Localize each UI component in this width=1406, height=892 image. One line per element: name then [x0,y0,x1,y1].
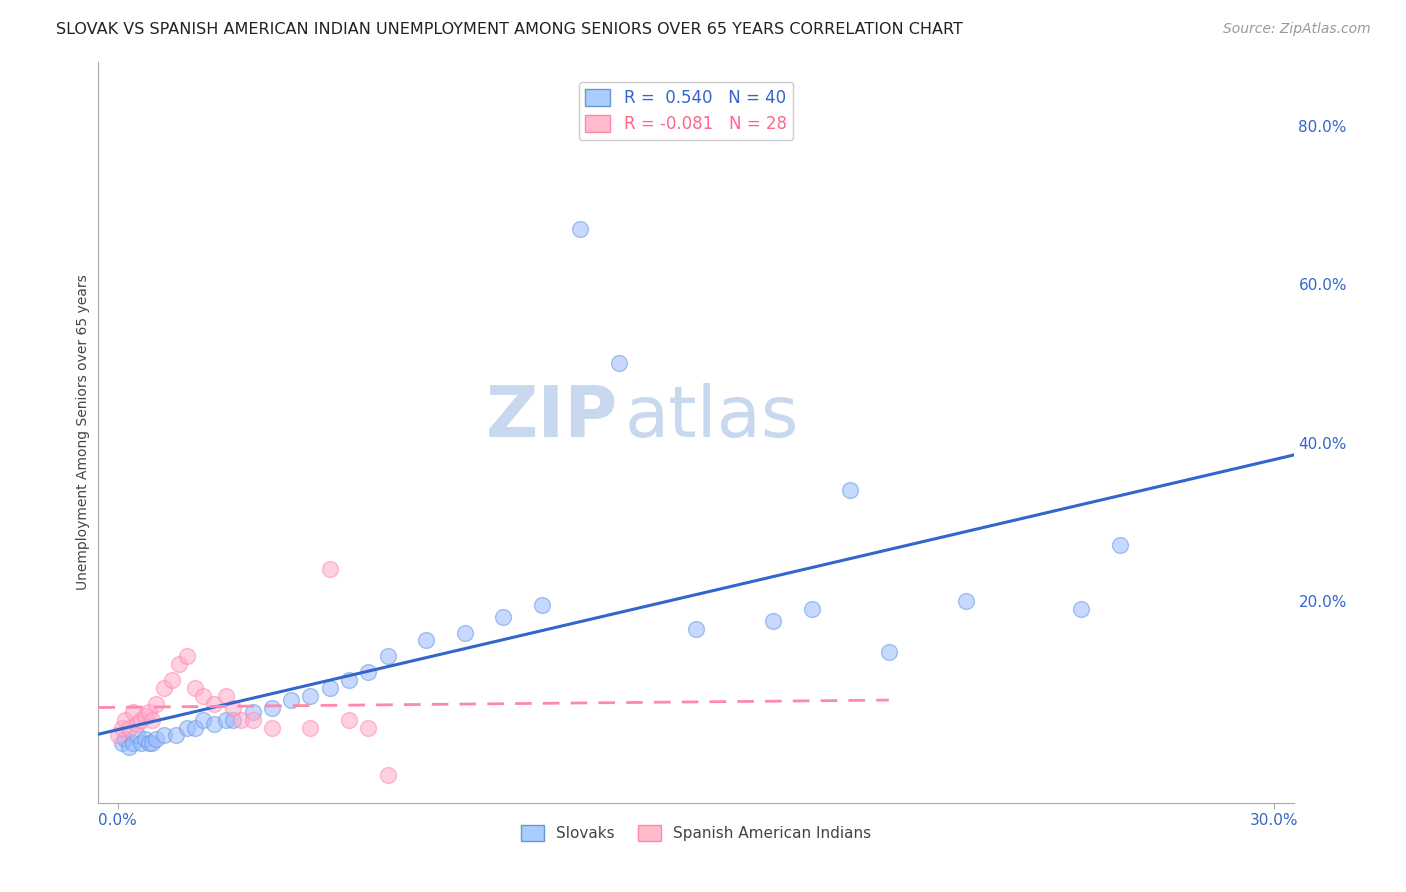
Point [299,689,322,703]
Point [184,681,207,695]
Point [357,665,380,680]
Point [685,622,707,636]
Point [319,562,342,576]
Point [357,721,380,735]
Point [165,729,187,743]
Point [280,693,302,707]
Point [184,721,207,735]
Point [214,713,236,727]
Point [569,221,592,235]
Point [160,673,183,687]
Point [839,483,862,497]
Point [222,713,245,727]
Point [337,673,360,687]
Text: SLOVAK VS SPANISH AMERICAN INDIAN UNEMPLOYMENT AMONG SENIORS OVER 65 YEARS CORRE: SLOVAK VS SPANISH AMERICAN INDIAN UNEMPL… [56,22,963,37]
Point [377,649,399,664]
Point [214,689,236,703]
Point [107,729,129,743]
Point [229,713,252,727]
Y-axis label: Unemployment Among Seniors over 65 years: Unemployment Among Seniors over 65 years [76,275,90,591]
Point [176,649,198,664]
Point [114,732,136,747]
Point [530,598,553,612]
Point [134,732,156,747]
Point [492,609,515,624]
Point [191,689,214,703]
Point [114,713,136,727]
Point [153,681,176,695]
Point [260,721,283,735]
Point [138,736,160,750]
Point [607,356,630,370]
Point [762,614,785,628]
Point [377,768,399,782]
Point [145,732,167,747]
Point [141,713,163,727]
Point [202,697,225,711]
Point [800,602,823,616]
Text: ZIP: ZIP [486,384,619,452]
Point [337,713,360,727]
Point [125,729,148,743]
Text: atlas: atlas [624,384,799,452]
Point [955,594,977,608]
Point [141,736,163,750]
Point [134,708,156,723]
Point [138,705,160,719]
Point [125,716,148,731]
Point [242,713,264,727]
Point [110,721,132,735]
Point [153,729,176,743]
Point [122,736,145,750]
Point [176,721,198,735]
Point [222,700,245,714]
Point [260,700,283,714]
Point [122,705,145,719]
Point [319,681,342,695]
Point [1109,538,1132,552]
Point [453,625,475,640]
Point [129,713,152,727]
Legend: Slovaks, Spanish American Indians: Slovaks, Spanish American Indians [515,819,877,847]
Point [877,645,900,659]
Point [169,657,191,672]
Point [1070,602,1092,616]
Point [202,716,225,731]
Point [242,705,264,719]
Text: Source: ZipAtlas.com: Source: ZipAtlas.com [1223,22,1371,37]
Point [118,740,141,755]
Point [191,713,214,727]
Point [145,697,167,711]
Point [118,721,141,735]
Point [110,736,132,750]
Point [415,633,437,648]
Point [299,721,322,735]
Point [129,736,152,750]
